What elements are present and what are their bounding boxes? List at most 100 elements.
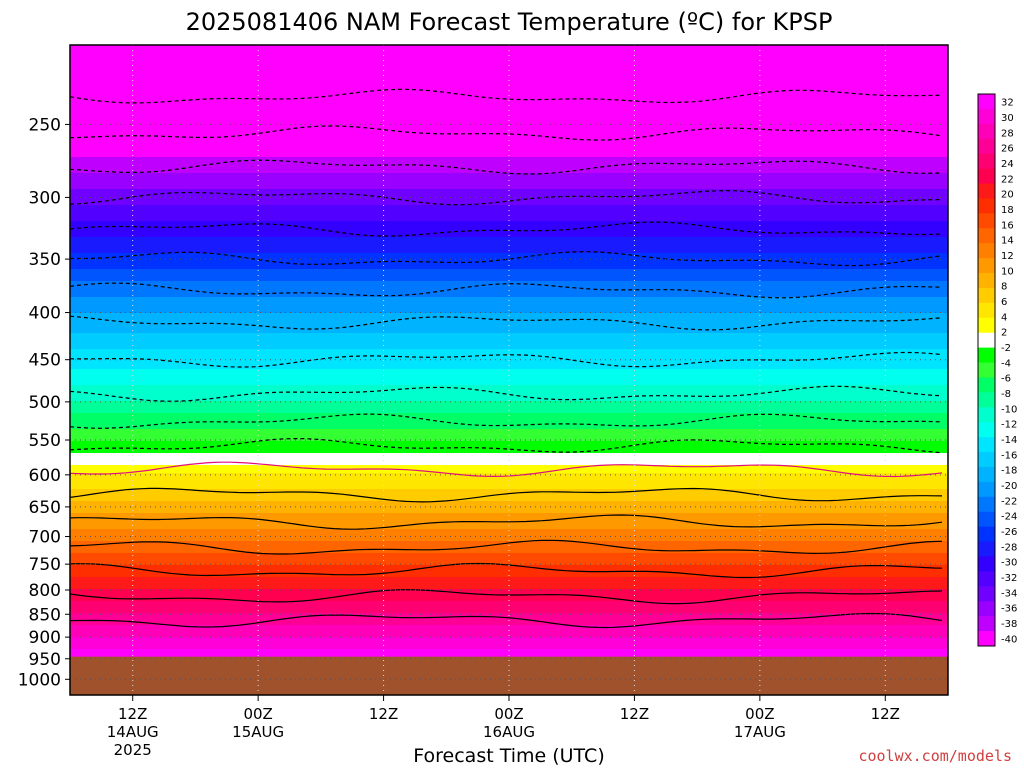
colorbar-label: -2 <box>1001 343 1011 354</box>
x-tick-label: 12Z <box>118 705 147 723</box>
colorbar-label: 12 <box>1001 251 1014 262</box>
x-tick-label: 12Z <box>369 705 398 723</box>
colorbar-swatch <box>978 556 995 572</box>
colorbar-swatch <box>978 377 995 393</box>
colorbar-label: 4 <box>1001 312 1007 323</box>
contour-line <box>70 315 943 331</box>
colorbar-label: 14 <box>1001 236 1014 247</box>
colorbar-label: 26 <box>1001 144 1014 155</box>
colorbar-swatch <box>978 258 995 274</box>
y-tick-label: 1000 <box>18 670 61 690</box>
y-tick-label: 400 <box>29 304 61 324</box>
x-tick-date: 15AUG <box>232 723 284 741</box>
colorbar-label: 10 <box>1001 266 1014 277</box>
contour-line <box>70 562 943 579</box>
colorbar-label: -20 <box>1001 481 1017 492</box>
colorbar-label: -28 <box>1001 542 1017 553</box>
contour-line <box>70 190 943 206</box>
contour-line <box>70 282 943 299</box>
y-tick-label: 350 <box>29 250 61 270</box>
colorbar-label: 30 <box>1001 113 1014 124</box>
colorbar-frame <box>977 93 996 647</box>
colorbar-swatch <box>978 243 995 259</box>
x-tick-date: 14AUG <box>107 723 159 741</box>
x-tick-label: 00Z <box>243 705 272 723</box>
colorbar: 32 30 28 26 24 22 20 18 16 14 12 10 8 6 4 2 -2 -4 -6 -8 -10 -… <box>977 93 1017 647</box>
contour-lines <box>70 88 943 629</box>
colorbar-label: -36 <box>1001 604 1017 615</box>
colorbar-swatch <box>978 407 995 423</box>
y-tick-label: 800 <box>29 581 61 601</box>
colorbar-label: -18 <box>1001 466 1017 477</box>
colorbar-swatch <box>978 228 995 244</box>
colorbar-swatch <box>978 168 995 185</box>
colorbar-swatch <box>978 437 995 453</box>
colorbar-swatch <box>978 302 995 319</box>
contour-line <box>70 351 943 368</box>
colorbar-label: -8 <box>1001 389 1011 400</box>
contour-line <box>70 438 943 454</box>
colorbar-label: 18 <box>1001 205 1014 216</box>
colorbar-swatch <box>978 586 995 602</box>
y-tick-label: 750 <box>29 555 61 575</box>
y-axis-ticks: 250 300 350 400 450 500 550 600 650 700 750 800 850 9… <box>18 115 70 690</box>
colorbar-label: 6 <box>1001 297 1007 308</box>
colorbar-label: 32 <box>1001 98 1014 109</box>
colorbar-swatch <box>978 362 995 378</box>
contour-line <box>70 385 943 402</box>
x-tick-year: 2025 <box>114 741 152 759</box>
colorbar-label: -22 <box>1001 496 1017 507</box>
y-tick-label: 900 <box>29 628 61 648</box>
x-tick-date: 17AUG <box>734 723 786 741</box>
chart-title: 2025081406 NAM Forecast Temperature (ºC)… <box>186 8 833 36</box>
x-tick-label: 00Z <box>494 705 523 723</box>
colorbar-swatch <box>978 273 995 289</box>
y-tick-label: 250 <box>29 115 61 135</box>
colorbar-swatch <box>978 422 995 438</box>
colorbar-swatch <box>978 138 995 155</box>
colorbar-label: -30 <box>1001 558 1017 569</box>
contour-line <box>70 612 943 629</box>
colorbar-label: 28 <box>1001 128 1014 139</box>
x-tick-label: 12Z <box>871 705 900 723</box>
colorbar-swatch <box>978 616 995 632</box>
credit-label: coolwx.com/models <box>858 747 1012 765</box>
colorbar-label: -16 <box>1001 450 1017 461</box>
colorbar-swatch <box>978 94 995 110</box>
x-tick-date: 16AUG <box>483 723 535 741</box>
colorbar-swatch <box>978 153 995 170</box>
contour-line <box>70 589 943 605</box>
contour-line <box>70 539 943 555</box>
y-tick-label: 850 <box>29 605 61 625</box>
plot-area <box>69 44 949 696</box>
x-tick-label: 00Z <box>745 705 774 723</box>
contour-line <box>70 159 943 175</box>
colorbar-swatch <box>978 466 995 483</box>
colorbar-label: -40 <box>1001 634 1017 645</box>
y-tick-label: 600 <box>29 466 61 486</box>
colorbar-label: 22 <box>1001 174 1014 185</box>
x-tick-label: 12Z <box>620 705 649 723</box>
colorbar-swatch <box>978 526 995 543</box>
colorbar-label: -38 <box>1001 619 1017 630</box>
colorbar-swatch <box>978 123 995 140</box>
colorbar-swatch <box>978 392 995 408</box>
contour-line <box>70 461 943 478</box>
colorbar-swatch <box>978 332 995 349</box>
colorbar-label: 2 <box>1001 328 1007 339</box>
colorbar-swatch <box>978 183 995 199</box>
contour-line <box>70 514 943 530</box>
colorbar-swatch <box>978 452 995 468</box>
y-tick-label: 500 <box>29 393 61 413</box>
contour-line <box>70 88 943 104</box>
colorbar-label: 24 <box>1001 159 1014 170</box>
colorbar-swatch <box>978 601 995 617</box>
colorbar-label: -24 <box>1001 512 1017 523</box>
contour-line <box>70 221 943 237</box>
colorbar-label: -4 <box>1001 358 1011 369</box>
y-tick-label: 300 <box>29 188 61 208</box>
colorbar-swatch <box>978 287 995 304</box>
grid-lines <box>70 45 948 695</box>
